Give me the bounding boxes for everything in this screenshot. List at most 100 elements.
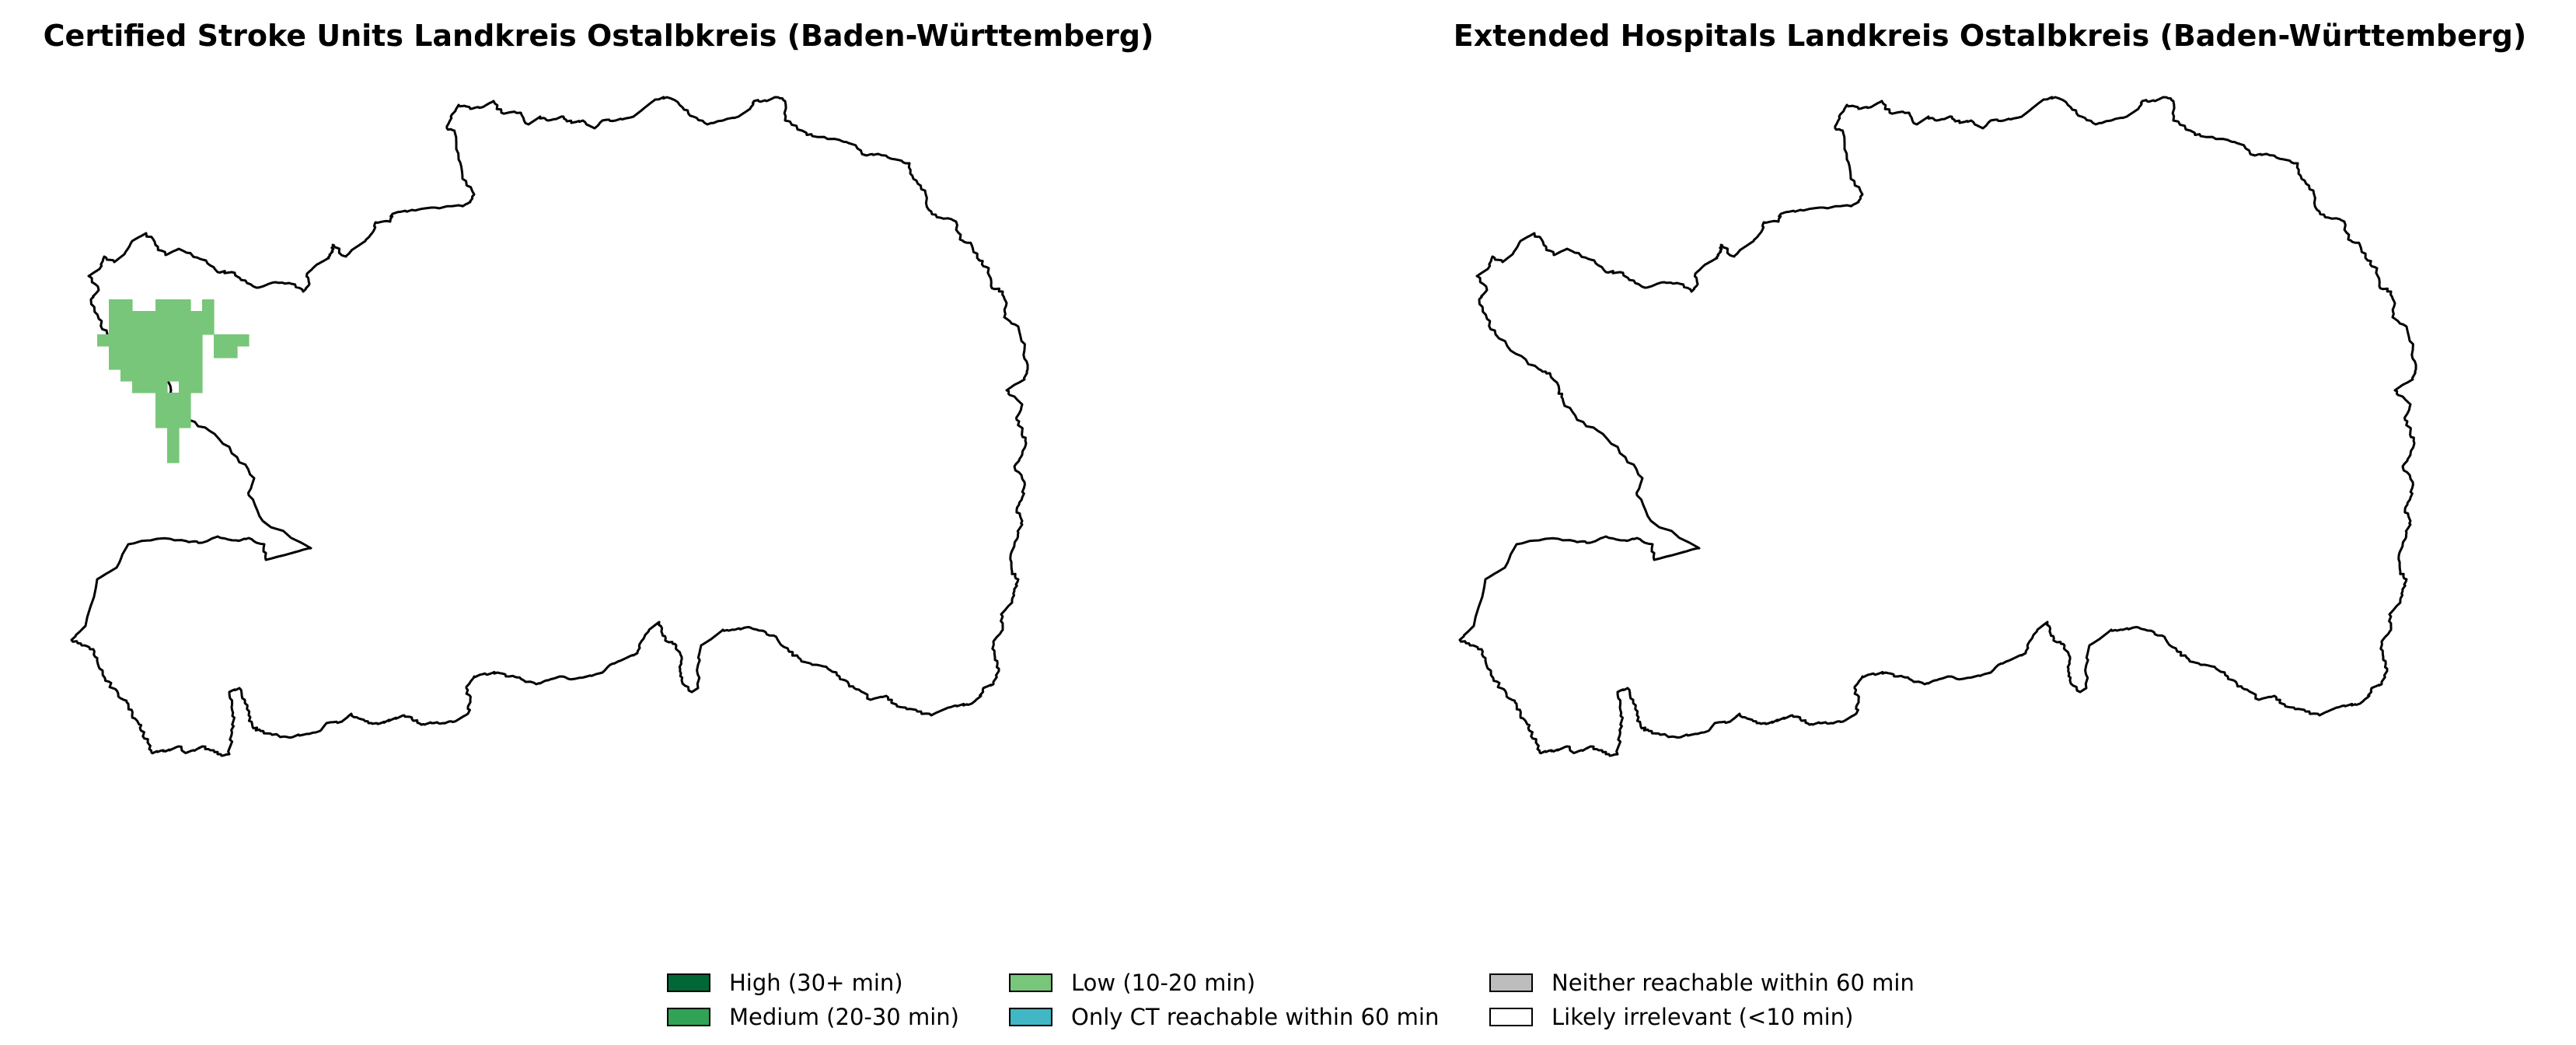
raster-cell-low	[155, 381, 168, 393]
raster-cell-low	[179, 334, 191, 347]
raster-cell-low	[144, 334, 156, 347]
extended-hospitals-map	[1458, 96, 2417, 757]
raster-cell-low	[109, 311, 121, 323]
legend-swatch-medium	[667, 1008, 710, 1026]
raster-cell-low	[167, 299, 180, 312]
raster-cell-low	[120, 334, 133, 347]
raster-cell-low	[155, 346, 168, 358]
legend-label-neither: Neither reachable within 60 min	[1552, 970, 1915, 996]
legend-swatch-high	[667, 973, 710, 992]
legend-swatch-low	[1009, 973, 1052, 992]
legend-item-neither: Neither reachable within 60 min	[1489, 967, 1915, 998]
raster-cell-low	[155, 404, 168, 417]
raster-cell-low	[109, 323, 121, 335]
raster-cell-low	[132, 323, 145, 335]
raster-cell-low	[167, 451, 180, 463]
raster-cell-low	[179, 311, 191, 323]
raster-cell-low	[190, 311, 203, 323]
district-outline	[70, 96, 1029, 757]
raster-cell-low	[167, 358, 180, 370]
raster-cell-low	[202, 323, 215, 335]
raster-cell-low	[225, 346, 238, 358]
legend-swatch-irrelevant	[1489, 1008, 1533, 1026]
raster-cell-low	[214, 334, 226, 347]
raster-cell-low	[120, 369, 133, 382]
raster-cell-low	[120, 323, 133, 335]
raster-cell-low	[179, 404, 191, 417]
legend-item-high: High (30+ min)	[667, 967, 903, 998]
raster-cell-low	[144, 323, 156, 335]
raster-cell-low	[144, 381, 156, 393]
raster-cell-low	[167, 323, 180, 335]
raster-cell-low	[225, 334, 238, 347]
raster-cell-low	[155, 311, 168, 323]
raster-cell-low	[167, 404, 180, 417]
map-title-stroke-units: Certified Stroke Units Landkreis Ostalbk…	[43, 19, 1154, 53]
legend-label-high: High (30+ min)	[729, 970, 903, 996]
raster-cell-low	[144, 358, 156, 370]
raster-cell-low	[120, 346, 133, 358]
raster-cell-low	[120, 311, 133, 323]
raster-cell-low	[167, 416, 180, 428]
raster-cell-low	[202, 299, 215, 312]
raster-cell-low	[167, 369, 180, 382]
legend-label-medium: Medium (20-30 min)	[729, 1004, 959, 1030]
raster-cell-low	[132, 346, 145, 358]
raster-cell-low	[179, 358, 191, 370]
raster-cell-low	[202, 311, 215, 323]
raster-cell-low	[109, 299, 121, 312]
raster-cell-low	[179, 323, 191, 335]
raster-cell-low	[155, 393, 168, 405]
raster-cell-low	[155, 416, 168, 428]
raster-cell-low	[214, 346, 226, 358]
legend-item-low: Low (10-20 min)	[1009, 967, 1255, 998]
raster-cell-low	[179, 299, 191, 312]
raster-cell-low	[237, 334, 250, 347]
raster-cell-low	[190, 381, 203, 393]
raster-cell-low	[109, 358, 121, 370]
raster-cell-low	[155, 323, 168, 335]
raster-cell-low	[190, 346, 203, 358]
shaded-cells	[97, 299, 250, 463]
raster-cell-low	[144, 346, 156, 358]
raster-cell-low	[167, 311, 180, 323]
raster-cell-low	[155, 334, 168, 347]
raster-cell-low	[97, 334, 110, 347]
legend-label-irrelevant: Likely irrelevant (<10 min)	[1552, 1004, 1854, 1030]
raster-cell-low	[144, 369, 156, 382]
raster-cell-low	[155, 299, 168, 312]
legend-swatch-neither	[1489, 973, 1533, 992]
raster-cell-low	[167, 334, 180, 347]
raster-cell-low	[132, 369, 145, 382]
legend-label-ct-only: Only CT reachable within 60 min	[1071, 1004, 1440, 1030]
raster-cell-low	[190, 323, 203, 335]
map-title-extended-hospitals: Extended Hospitals Landkreis Ostalbkreis…	[1453, 19, 2527, 53]
raster-cell-low	[167, 428, 180, 440]
raster-cell-low	[190, 358, 203, 370]
raster-cell-low	[179, 346, 191, 358]
raster-cell-low	[179, 381, 191, 393]
raster-cell-low	[190, 334, 203, 347]
raster-cell-low	[132, 311, 145, 323]
legend-item-ct-only: Only CT reachable within 60 min	[1009, 1001, 1439, 1033]
raster-cell-low	[179, 369, 191, 382]
raster-cell-low	[109, 334, 121, 347]
legend-item-irrelevant: Likely irrelevant (<10 min)	[1489, 1001, 1853, 1033]
raster-cell-low	[190, 369, 203, 382]
raster-cell-low	[179, 393, 191, 405]
raster-cell-low	[167, 439, 180, 452]
raster-cell-low	[144, 311, 156, 323]
raster-cell-low	[120, 358, 133, 370]
raster-cell-low	[167, 393, 180, 405]
legend-item-medium: Medium (20-30 min)	[667, 1001, 959, 1033]
raster-cell-low	[132, 358, 145, 370]
raster-cell-low	[155, 358, 168, 370]
legend: High (30+ min) Medium (20-30 min) Low (1…	[667, 967, 1988, 1037]
raster-cell-low	[155, 369, 168, 382]
raster-cell-low	[109, 346, 121, 358]
raster-cell-low	[132, 381, 145, 393]
legend-swatch-ct-only	[1009, 1008, 1052, 1026]
district-outline	[1458, 96, 2417, 757]
raster-cell-low	[179, 416, 191, 428]
stroke-units-map	[70, 96, 1029, 757]
